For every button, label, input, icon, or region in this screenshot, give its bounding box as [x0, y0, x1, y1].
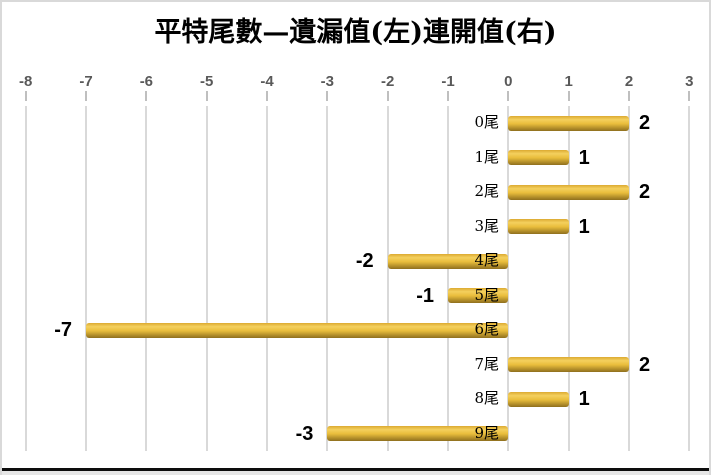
x-axis-tick	[145, 91, 148, 101]
category-label: 5尾	[474, 285, 499, 304]
x-axis-tick-label: -1	[441, 73, 455, 90]
data-label: 2	[639, 181, 651, 204]
category-label: 8尾	[474, 389, 499, 408]
bar-6尾[interactable]	[86, 322, 509, 338]
gridline	[326, 106, 329, 451]
bottom-gray-strip	[2, 471, 709, 475]
category-label: 4尾	[474, 251, 499, 270]
gridline	[386, 106, 389, 451]
data-label: 2	[639, 112, 651, 135]
bottom-border-rule	[2, 468, 709, 471]
x-axis-tick-label: -8	[19, 73, 33, 90]
chart-title: 平特尾數—遺漏值(左)連開值(右)	[154, 17, 557, 48]
gridline	[266, 106, 269, 451]
x-axis-tick	[628, 91, 630, 101]
gridline	[145, 106, 148, 451]
bar-9尾[interactable]	[327, 426, 509, 442]
data-label: 1	[578, 388, 590, 411]
gridline	[507, 106, 510, 451]
bar-2尾[interactable]	[508, 184, 629, 200]
x-axis-tick	[326, 91, 329, 101]
x-axis-tick-label: -4	[260, 73, 274, 90]
bar-8尾[interactable]	[508, 391, 569, 407]
x-axis-tick-label: -2	[381, 73, 395, 90]
data-label: -3	[295, 422, 314, 445]
x-axis-tick	[85, 91, 88, 101]
x-axis-tick	[507, 91, 510, 101]
bar-1尾[interactable]	[508, 150, 569, 166]
gridline	[24, 106, 27, 451]
data-label: -2	[355, 250, 374, 273]
data-label: -1	[416, 284, 435, 307]
category-label: 1尾	[474, 147, 499, 166]
x-axis-tick-label: -6	[139, 73, 154, 90]
data-label: 2	[639, 353, 651, 376]
x-axis-tick	[205, 91, 208, 101]
x-axis-tick	[386, 91, 389, 101]
x-axis-tick	[447, 91, 449, 101]
category-label: 6尾	[474, 320, 499, 339]
bar-4尾[interactable]	[387, 253, 509, 269]
data-label: 1	[578, 215, 590, 238]
x-axis-tick-label: 1	[564, 73, 573, 90]
category-label: 7尾	[474, 354, 499, 373]
gridline	[688, 106, 691, 451]
x-axis-tick-label: 2	[624, 73, 634, 90]
gridline	[205, 106, 208, 451]
x-axis-tick-label: -5	[200, 73, 214, 90]
bar-0尾[interactable]	[508, 115, 629, 131]
x-axis-tick-label: 3	[685, 73, 694, 90]
gridline	[567, 106, 570, 451]
x-axis-tick	[567, 91, 570, 101]
bar-7尾[interactable]	[508, 357, 629, 373]
data-label: 1	[578, 146, 590, 169]
bar-3尾[interactable]	[508, 219, 569, 235]
category-label: 0尾	[474, 113, 499, 132]
gridline	[85, 106, 88, 451]
x-axis-tick-label: 0	[504, 73, 513, 90]
gridline	[628, 106, 630, 451]
data-label: -7	[54, 319, 73, 342]
category-label: 3尾	[474, 216, 499, 235]
x-axis-tick	[24, 91, 27, 101]
x-axis-tick	[688, 91, 691, 101]
x-axis-tick	[266, 91, 269, 101]
x-axis-tick-label: -3	[320, 73, 335, 90]
x-axis-tick-label: -7	[79, 73, 93, 90]
gridline	[447, 106, 449, 451]
bar-5尾[interactable]	[448, 288, 509, 304]
category-label: 9尾	[474, 423, 499, 442]
category-label: 2尾	[474, 182, 499, 201]
